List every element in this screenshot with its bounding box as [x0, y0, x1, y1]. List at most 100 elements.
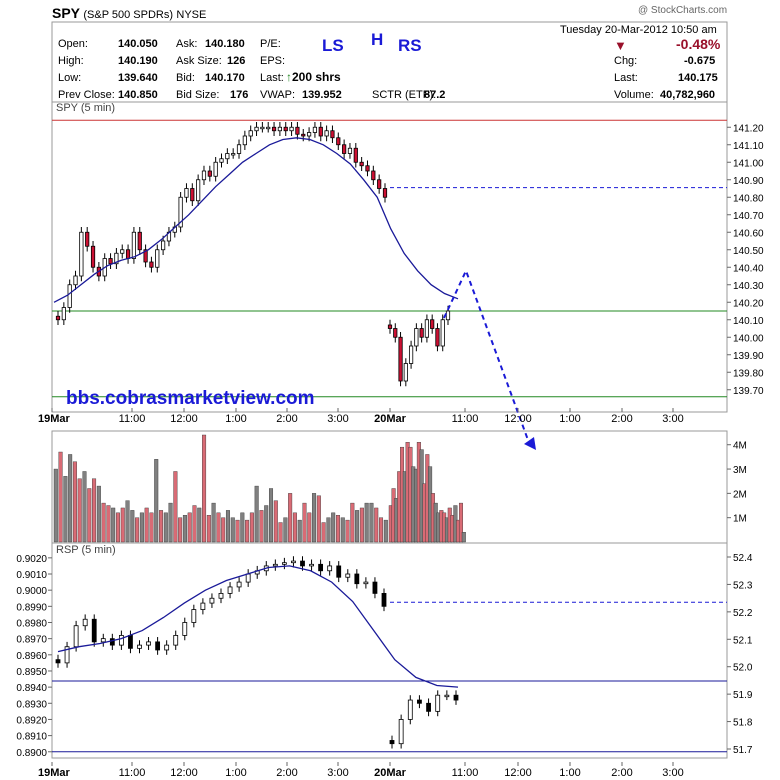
price-tick-label: 140.50: [733, 246, 764, 257]
volume-bar: [461, 532, 466, 543]
rsp-left-tick-label: 0.9020: [16, 554, 47, 565]
volume-bar: [149, 512, 154, 543]
price-candle: [67, 284, 72, 308]
price-candle: [271, 126, 277, 132]
volume-bar: [178, 517, 183, 543]
price-tick-label: 140.00: [733, 333, 764, 344]
rsp-candle: [389, 740, 395, 745]
x-tick-label: 3:00: [662, 413, 683, 425]
source-logo: @ StockCharts.com: [638, 5, 728, 16]
rsp-candle: [426, 702, 431, 712]
rsp-left-tick-label: 0.8940: [16, 683, 47, 694]
volume-bar: [307, 512, 312, 543]
price-candle: [161, 240, 166, 251]
x-tick-label: 1:00: [225, 413, 246, 425]
price-candle: [347, 147, 353, 154]
rsp-right-tick-label: 52.0: [733, 663, 753, 674]
volume-tick-label: 2M: [733, 489, 747, 500]
price-candle: [318, 126, 323, 137]
price-candle: [73, 275, 78, 286]
x-axes: 19Mar 11:00 12:00 1:00 2:00 3:00 20Mar 11:00 12:…: [38, 408, 684, 779]
price-candle: [108, 258, 113, 265]
rsp-right-tick-label: 51.9: [733, 690, 753, 701]
volume-bar: [96, 485, 101, 543]
x-tick-label: 19Mar: [38, 767, 71, 779]
volume-bar: [72, 461, 77, 543]
volume-bar: [115, 512, 120, 543]
volume-bar: [321, 522, 326, 543]
volume-bar: [312, 493, 317, 543]
rsp-candle: [272, 563, 278, 567]
eps-label: EPS:: [260, 55, 286, 67]
prev-close-value: 140.850: [118, 89, 158, 101]
price-candle: [125, 249, 131, 259]
rsp-left-tick-label: 0.8970: [16, 635, 47, 646]
volume-bar: [297, 519, 302, 543]
rsp-candle: [245, 573, 251, 583]
price-candle: [143, 249, 148, 263]
rsp-right-tick-label: 52.1: [733, 635, 753, 646]
x-tick-label: 2:00: [276, 413, 297, 425]
x-tick-label: 3:00: [327, 767, 348, 779]
change-percent: -0.48%: [676, 36, 721, 52]
symbol: SPY: [52, 5, 81, 21]
price-candle: [414, 328, 419, 347]
rsp-candle: [200, 602, 206, 610]
volume-bar: [383, 519, 388, 543]
rsp-candle: [128, 635, 133, 649]
rsp-left-tick-label: 0.9010: [16, 570, 47, 581]
right-shoulder-label: RS: [398, 36, 422, 55]
volume-bar: [173, 471, 178, 543]
price-candle: [219, 158, 224, 163]
price-candle: [289, 126, 294, 132]
rsp-left-tick-label: 0.8960: [16, 651, 47, 662]
price-candle: [430, 319, 435, 329]
volume-bar: [111, 507, 116, 543]
last-price-label: Last:: [614, 72, 638, 84]
price-candle: [79, 231, 84, 277]
price-candle: [155, 249, 160, 268]
rsp-candle: [453, 694, 459, 701]
x-tick-label: 12:00: [504, 413, 532, 425]
volume-bar: [53, 468, 58, 543]
volume-bar: [82, 471, 87, 543]
volume-bar: [216, 512, 221, 543]
rsp-left-tick-label: 0.8910: [16, 732, 47, 743]
price-candle: [248, 130, 253, 137]
price-candle: [387, 324, 393, 329]
volume-bar: [264, 505, 269, 543]
rsp-candle: [444, 694, 450, 698]
rsp-left-tick-label: 0.8930: [16, 699, 47, 710]
rsp-candle: [417, 699, 422, 704]
price-candle: [184, 188, 189, 198]
price-candle: [353, 147, 358, 163]
rsp-candle: [100, 638, 106, 643]
last-shares: ↑200 shrs: [286, 70, 341, 84]
volume-bar: [335, 515, 340, 543]
rsp-candle: [327, 565, 333, 572]
price-candle: [424, 319, 430, 338]
price-candle: [342, 144, 347, 154]
volume-bar: [302, 502, 307, 543]
x-tick-label: 20Mar: [374, 413, 407, 425]
exchange: NYSE: [176, 9, 207, 21]
price-candle: [231, 153, 236, 156]
rsp-candle: [218, 593, 224, 599]
price-candle: [359, 161, 364, 167]
x-tick-label: 12:00: [170, 413, 198, 425]
ask-size-label: Ask Size:: [176, 55, 222, 67]
rsp-candle: [146, 641, 151, 646]
price-tick-label: 139.90: [733, 351, 764, 362]
high-value: 140.190: [118, 55, 158, 67]
head-label: H: [371, 30, 384, 49]
price-candle: [445, 310, 451, 321]
rsp-moving-average-line: [57, 565, 459, 688]
up-arrow-icon: ↑: [286, 70, 292, 84]
rsp-candle: [82, 618, 88, 627]
rsp-candle: [173, 635, 179, 646]
price-candle: [236, 144, 242, 154]
volume-label: Volume:: [614, 89, 654, 101]
left-shoulder-label: LS: [322, 36, 344, 55]
rsp-right-tick-label: 51.7: [733, 745, 753, 756]
